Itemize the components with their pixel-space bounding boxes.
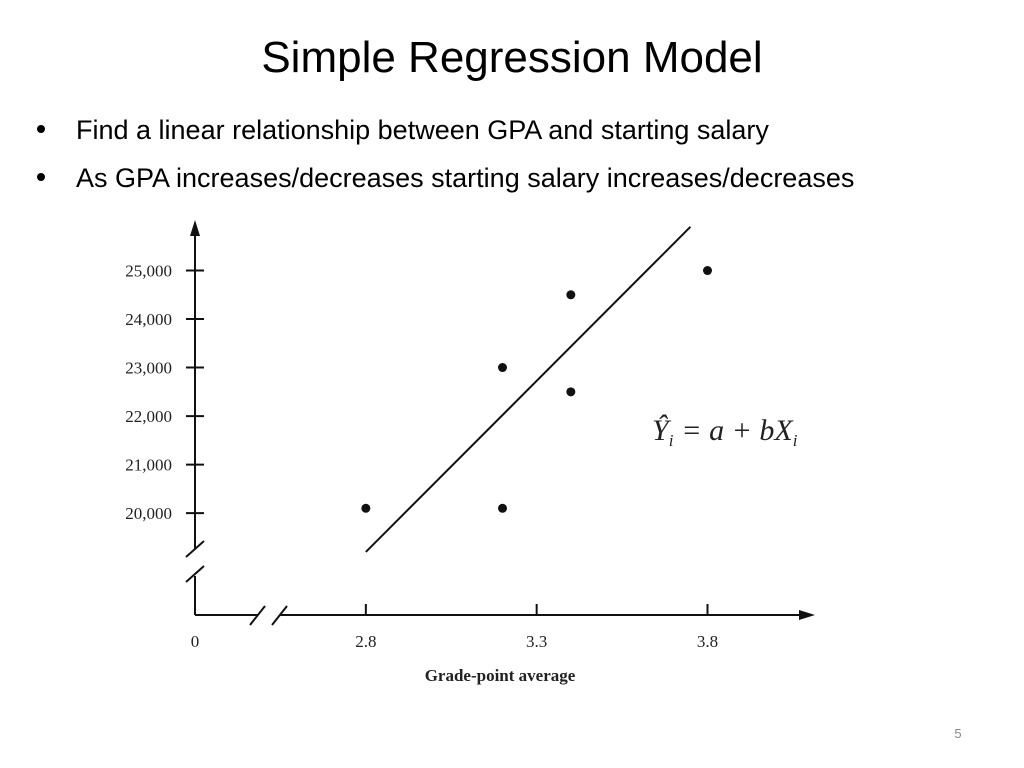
y-tick-label: 24,000 (125, 310, 172, 329)
bullet-dot (37, 125, 45, 133)
x-axis-label: Grade-point average (425, 666, 576, 685)
point (703, 266, 712, 276)
point (498, 503, 507, 513)
y-tick-label: 25,000 (125, 262, 172, 281)
y-tick-label: 22,000 (125, 407, 172, 426)
y-tick-label: 23,000 (125, 359, 172, 378)
x-tick-label: 3.3 (526, 632, 547, 651)
page-number: 5 (954, 726, 961, 741)
x-origin-label: 0 (191, 632, 200, 651)
bullet-text: As GPA increases/decreases starting sala… (76, 163, 854, 193)
equation: Ŷi = a + bXi (652, 414, 798, 450)
slide-title: Simple Regression Model (261, 33, 762, 82)
regression-line (365, 226, 692, 553)
point (566, 290, 576, 300)
point (566, 387, 576, 397)
x-tick-label: 2.8 (355, 632, 376, 651)
point (361, 503, 371, 513)
equation-part: Ŷ (652, 414, 672, 447)
y-tick-label: 21,000 (125, 456, 172, 475)
x-tick-label: 3.8 (697, 632, 718, 651)
y-tick-label: 20,000 (125, 504, 172, 523)
equation-part: i (793, 431, 798, 450)
point (498, 363, 507, 373)
bullet-dot (37, 173, 45, 181)
equation-part: i (669, 431, 674, 450)
bullet-text: Find a linear relationship between GPA a… (76, 115, 769, 145)
equation-part: = a + bX (681, 414, 794, 447)
